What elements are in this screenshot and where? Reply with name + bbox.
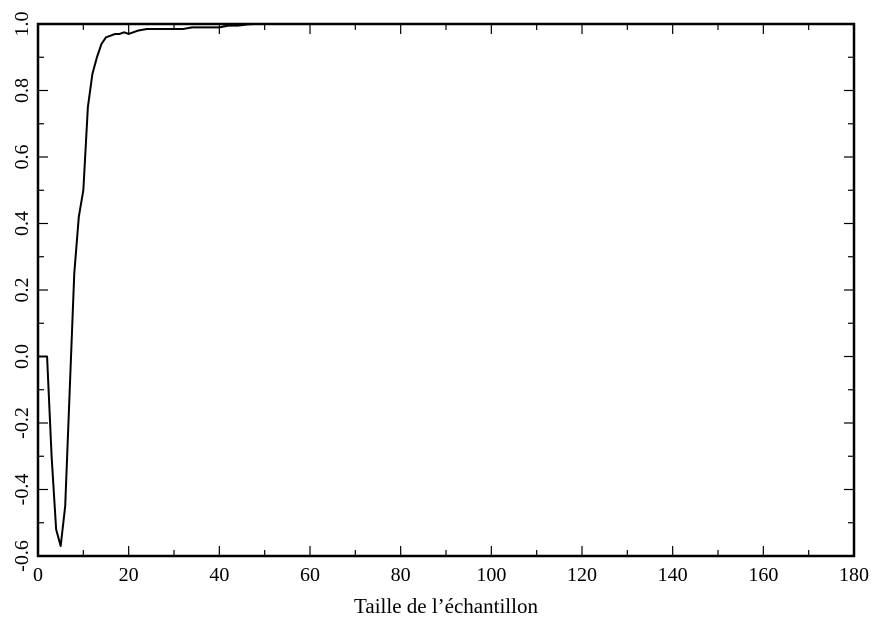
x-tick-label: 100 — [476, 564, 506, 586]
y-tick-label: 0.0 — [11, 344, 33, 369]
y-tick-label: -0.4 — [11, 474, 33, 506]
y-tick-label: 0.4 — [11, 211, 33, 236]
x-tick-label: 180 — [839, 564, 869, 586]
y-tick-label: -0.2 — [11, 407, 33, 439]
x-tick-label: 80 — [391, 564, 411, 586]
series-layer — [38, 23, 854, 548]
y-tick-label: 1.0 — [11, 12, 33, 37]
series-line — [38, 23, 854, 548]
x-tick-label: 140 — [658, 564, 688, 586]
x-tick-label: 0 — [33, 564, 43, 586]
x-tick-label: 20 — [119, 564, 139, 586]
y-tick-label: 0.2 — [11, 278, 33, 303]
x-axis-title: Taille de l’échantillon — [354, 594, 538, 618]
x-tick-label: 160 — [748, 564, 778, 586]
axis-ticks — [37, 23, 855, 557]
x-tick-label: 60 — [300, 564, 320, 586]
x-tick-label: 40 — [209, 564, 229, 586]
plot-frame — [36, 22, 856, 558]
tick-labels: 0 20 40 60 80 100 120 140 160 180 -0.6 -0.4 -0.2 0.0 0… — [11, 12, 869, 587]
x-tick-label: 120 — [567, 564, 597, 586]
y-tick-label: 0.8 — [11, 78, 33, 103]
y-tick-label: -0.6 — [11, 540, 33, 572]
y-tick-label: 0.6 — [11, 145, 33, 170]
